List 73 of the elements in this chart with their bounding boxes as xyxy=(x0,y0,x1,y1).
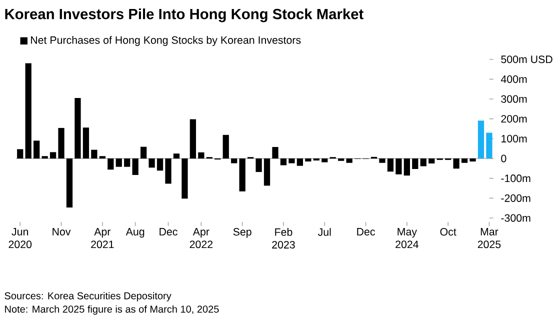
bar xyxy=(82,128,90,159)
bar xyxy=(478,120,484,159)
x-tick-label: Dec xyxy=(160,228,178,236)
y-tick-label: 200m xyxy=(501,115,527,123)
bar xyxy=(165,158,172,184)
bar xyxy=(173,154,180,159)
bar xyxy=(222,134,229,159)
y-tick-label: -100m xyxy=(501,174,530,182)
bar xyxy=(116,158,122,167)
source-note: Sources: Korea Securities Depository xyxy=(4,292,172,302)
bar xyxy=(148,158,155,168)
bar xyxy=(272,146,278,159)
bar xyxy=(124,158,130,167)
bar xyxy=(58,128,64,159)
bar xyxy=(470,158,476,162)
chart-title: Korean Investors Pile Into Hong Kong Stock Market xyxy=(5,8,364,22)
legend-label: Net Purchases of Hong Kong Stocks by Korean Investors xyxy=(31,36,301,46)
bar xyxy=(140,146,147,159)
bar xyxy=(42,156,48,159)
bar xyxy=(66,158,73,208)
bar xyxy=(231,158,238,164)
y-tick-label: -300m xyxy=(501,214,530,222)
bar xyxy=(182,158,188,199)
bar xyxy=(486,132,492,159)
x-tick-label: Oct xyxy=(440,228,456,236)
bar xyxy=(305,158,312,162)
y-tick-label: 100m xyxy=(502,134,527,142)
y-tick-label: 0 xyxy=(501,154,506,162)
bar xyxy=(108,158,114,170)
x-tick-label: Jun 2020 xyxy=(8,228,32,248)
bar xyxy=(296,158,303,166)
bar xyxy=(453,158,460,169)
bar xyxy=(74,98,81,159)
bar xyxy=(412,158,418,170)
bar xyxy=(379,158,386,163)
bar xyxy=(280,158,287,166)
bar xyxy=(420,158,426,166)
x-tick-label: Nov xyxy=(52,228,71,236)
x-tick-label: May 2024 xyxy=(396,228,418,248)
text: Note: March 2025 figure is as of March 10, 2025 xyxy=(5,305,219,315)
bar xyxy=(256,158,262,172)
bar xyxy=(156,158,164,171)
bar xyxy=(50,152,56,159)
bar xyxy=(387,158,394,172)
y-tick-label: 300m xyxy=(501,95,527,103)
bar xyxy=(239,158,246,192)
bar xyxy=(428,158,435,164)
y-tick-label: -200m xyxy=(501,194,530,202)
bar xyxy=(25,63,32,159)
bar xyxy=(91,150,98,159)
bar xyxy=(396,158,402,174)
x-tick-label: Feb 2023 xyxy=(272,228,295,249)
x-tick-label: Jul xyxy=(318,228,331,236)
x-tick-label: Mar 2025 xyxy=(478,228,501,248)
x-tick-label: Aug xyxy=(126,228,144,238)
x-tick-label: Apr 2022 xyxy=(190,228,212,248)
bar xyxy=(404,158,410,176)
bar xyxy=(99,156,106,159)
bar xyxy=(322,158,328,162)
x-tick-label: Dec xyxy=(357,228,375,236)
bar xyxy=(461,158,468,163)
bar xyxy=(190,119,196,159)
y-tick-label: 500m USD xyxy=(501,56,552,64)
bar xyxy=(346,158,352,163)
x-tick-label: Apr 2021 xyxy=(91,228,114,248)
bar xyxy=(34,140,40,159)
bar xyxy=(17,149,24,159)
bar xyxy=(288,158,295,164)
bar xyxy=(132,158,138,175)
y-tick-label: 400m xyxy=(500,75,527,83)
bar xyxy=(264,158,270,186)
bar xyxy=(198,152,204,159)
x-tick-label: Sep xyxy=(233,228,252,238)
